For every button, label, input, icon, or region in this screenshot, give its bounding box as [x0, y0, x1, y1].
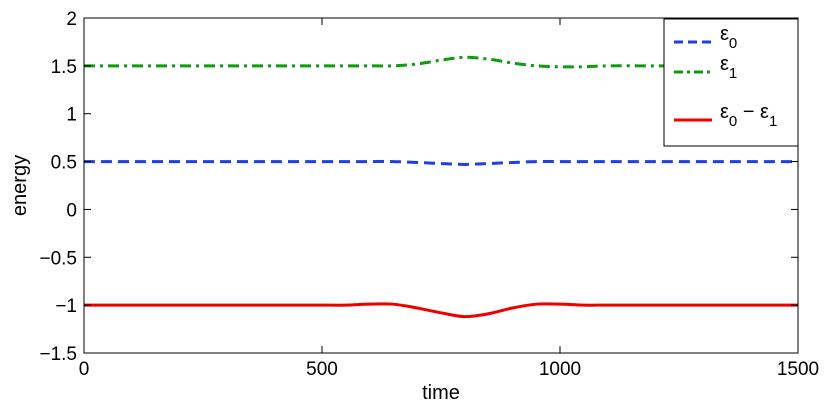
- y-tick-label: −1: [55, 296, 77, 317]
- y-tick-label: 2: [66, 9, 77, 30]
- legend-label-diff: ε0 − ε1: [720, 101, 777, 130]
- legend-label-e0: ε0: [720, 23, 737, 52]
- y-tick-label: −0.5: [39, 248, 77, 269]
- y-tick-label: 0.5: [51, 153, 77, 174]
- y-tick-label: −1.5: [39, 344, 77, 365]
- series-line-e0: [84, 160, 798, 166]
- plot-frame: [83, 17, 799, 354]
- x-tick-label: 1500: [777, 359, 819, 380]
- y-axis-ticks: −1.5 −1 −0.5 0 0.5 1 1.5 2: [39, 9, 798, 365]
- x-axis-ticks: 0 500 1000 1500: [79, 18, 819, 380]
- series-line-e1: [84, 55, 798, 69]
- x-tick-label: 1000: [539, 359, 581, 380]
- y-axis-label: energy: [9, 155, 31, 216]
- y-tick-label: 1.5: [51, 57, 77, 78]
- legend-label-e1: ε1: [720, 53, 737, 82]
- y-tick-label: 1: [66, 105, 77, 126]
- x-tick-label: 0: [79, 359, 90, 380]
- series-layer: [83, 55, 798, 319]
- y-tick-label: 0: [66, 200, 77, 221]
- legend-box: [663, 18, 799, 147]
- x-tick-label: 500: [306, 359, 338, 380]
- x-axis-label: time: [422, 382, 460, 404]
- series-line-diff: [83, 302, 798, 319]
